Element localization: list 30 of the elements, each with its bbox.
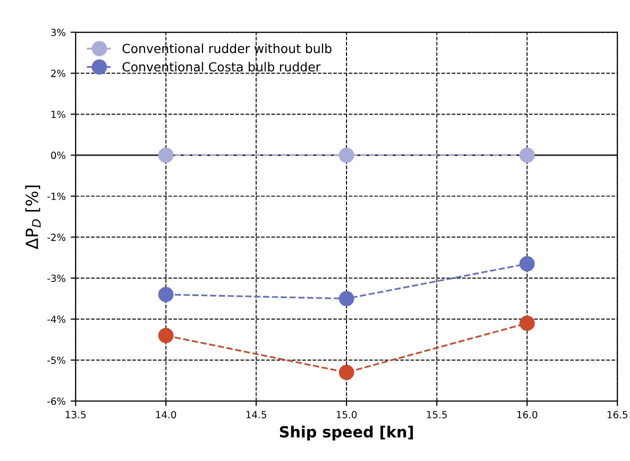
x-tick-label: 16.0: [517, 410, 538, 418]
x-tick-label: 16.5: [608, 410, 628, 418]
x-tick-label: 14.5: [246, 411, 266, 418]
point: [519, 256, 535, 272]
x-axis-title: Ship speed [kn]: [280, 426, 413, 441]
y-axis-title: ΔP$_{D}$ [%]: [25, 186, 41, 250]
y-tick-label: -6%: [47, 398, 66, 405]
point: [158, 148, 174, 163]
y-tick-label: 1%: [52, 110, 66, 118]
x-tick-label: 15.5: [427, 411, 447, 418]
legend-label: Conventional rudder without bulb: [122, 44, 332, 54]
point: [519, 148, 535, 163]
y-tick-label: -1%: [47, 192, 66, 200]
y-tick-label: -4%: [47, 316, 66, 323]
y-tick-label: 3%: [51, 28, 66, 36]
x-tick-label: 15.0: [336, 410, 357, 418]
point: [338, 290, 354, 306]
point: [338, 148, 354, 163]
point: [158, 328, 174, 344]
y-tick-label: -2%: [47, 234, 66, 241]
x-tick-label: 13.5: [66, 410, 86, 418]
x-tick-label: 14.0: [156, 410, 176, 418]
y-tick-label: -5%: [47, 356, 66, 364]
point: [338, 364, 354, 380]
y-tick-label: 0%: [51, 152, 66, 160]
point: [158, 286, 174, 302]
point: [519, 316, 535, 331]
y-tick-label: -3%: [47, 274, 66, 282]
y-tick-label: 2%: [51, 70, 66, 78]
legend-label: Conventional Costa bulb rudder: [122, 62, 321, 72]
